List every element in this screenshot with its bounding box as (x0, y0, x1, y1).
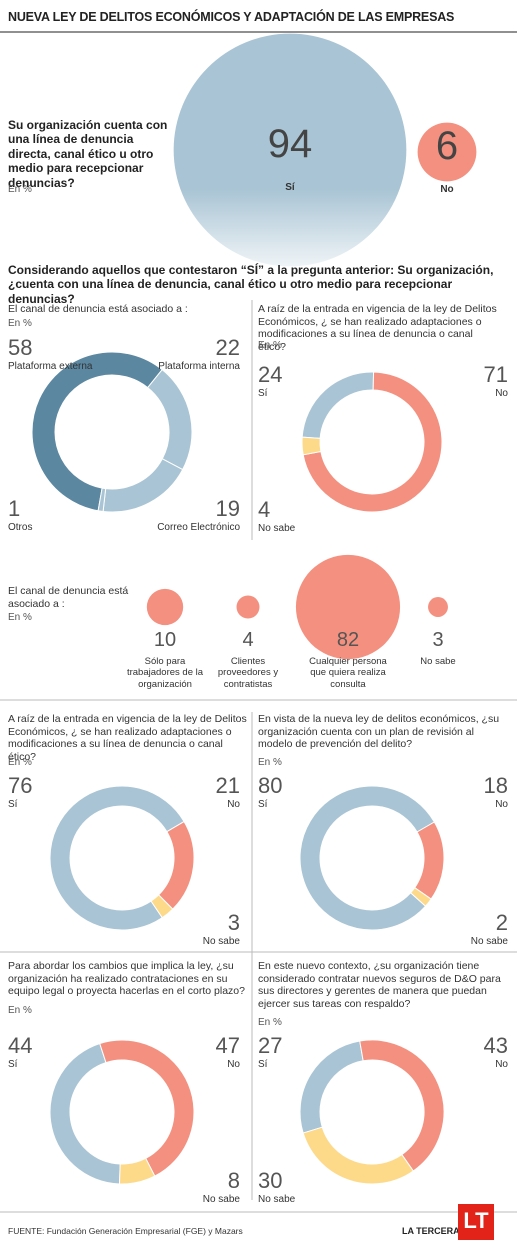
value-label: 71 (483, 362, 508, 387)
category-label: No (495, 799, 508, 810)
value-label: 10 (153, 629, 177, 651)
value-label: 6 (435, 124, 459, 168)
category-label: Sí (258, 799, 268, 810)
value-label: 19 (215, 496, 240, 521)
donut-segment (97, 487, 107, 513)
category-label: Sí (285, 182, 295, 193)
section-title: Considerando aquellos que contestaron “S… (8, 263, 494, 306)
donut-segment (302, 1126, 414, 1185)
donut-segment (301, 436, 322, 456)
category-label: Sí (258, 388, 268, 399)
category-label: Sí (8, 1059, 18, 1070)
unit-label: En % (8, 318, 32, 329)
category-label: No (495, 1059, 508, 1070)
category-label: No (227, 1059, 240, 1070)
unit-label: En % (8, 612, 32, 623)
category-label: Sí (258, 1059, 268, 1070)
value-label: 22 (215, 335, 240, 360)
value-label: 80 (258, 773, 283, 798)
value-label: 1 (8, 496, 21, 521)
question: A raíz de la entrada en vigencia de la l… (258, 303, 497, 353)
donut-segment (157, 820, 195, 910)
unit-label: En % (258, 1017, 282, 1028)
question: En vista de la nueva ley de delitos econ… (258, 713, 500, 751)
donut-segment (302, 371, 443, 513)
category-label: Correo Electrónico (157, 522, 240, 533)
value-label: 82 (336, 629, 360, 651)
value-label: 27 (258, 1033, 283, 1058)
category-label: No sabe (202, 936, 240, 947)
question: A raíz de la entrada en vigencia de la l… (8, 713, 247, 763)
unit-label: En % (8, 1005, 32, 1016)
donut-segment (118, 1157, 156, 1185)
category-label: Sí (8, 799, 18, 810)
bubble (173, 33, 407, 267)
title: NUEVA LEY DE DELITOS ECONÓMICOS Y ADAPTA… (8, 10, 455, 24)
value-label: 2 (495, 910, 508, 935)
value-label: 47 (215, 1033, 240, 1058)
donut-segment (409, 886, 432, 907)
category-label: Cualquier persona que quiera realiza con… (309, 656, 387, 690)
category-label: No sabe (258, 1194, 296, 1205)
value-label: 4 (242, 629, 254, 651)
question: Su organización cuenta con una línea de … (8, 118, 168, 190)
unit-label: En % (258, 340, 282, 351)
bubble (417, 122, 477, 182)
bubble (146, 588, 184, 626)
question: En este nuevo contexto, ¿su organización… (258, 960, 501, 1010)
unit-label: En % (8, 757, 32, 768)
donut-segment (31, 351, 163, 512)
value-label: 44 (8, 1033, 33, 1058)
question: Para abordar los cambios que implica la … (8, 960, 245, 998)
category-label: Otros (8, 522, 33, 533)
category-label: Plataforma interna (158, 361, 240, 372)
value-label: 21 (215, 773, 240, 798)
bubble-group (173, 33, 477, 267)
bubble (428, 597, 448, 617)
donut-segment (299, 785, 436, 931)
value-label: 43 (483, 1033, 508, 1058)
value-label: 3 (227, 910, 240, 935)
bubble (236, 595, 260, 619)
value-label: 4 (258, 497, 271, 522)
source: FUENTE: Fundación Generación Empresarial… (8, 1226, 243, 1236)
question: El canal de denuncia está asociado a : (8, 303, 188, 315)
value-label: 18 (483, 773, 508, 798)
category-label: Plataforma externa (8, 361, 93, 372)
category-label: No (227, 799, 240, 810)
unit-label: En % (258, 757, 282, 768)
category-label: Clientes proveedores y contratistas (217, 656, 279, 690)
unit-label: En % (8, 184, 32, 195)
donut-segment (99, 1039, 195, 1177)
donut-segment (49, 785, 185, 931)
value-label: 3 (432, 629, 444, 651)
value-label: 30 (258, 1168, 283, 1193)
category-label: No (440, 184, 454, 195)
value-label: 94 (267, 122, 313, 166)
value-label: 8 (227, 1168, 240, 1193)
category-label: No sabe (470, 936, 508, 947)
category-label: No sabe (258, 523, 296, 534)
value-label: 24 (258, 362, 283, 387)
logo: LT (458, 1204, 494, 1240)
category-label: Sólo para trabajadores de la organizació… (126, 656, 204, 690)
donut-segment (414, 821, 445, 900)
donut-segment (147, 368, 193, 471)
category-label: No (495, 388, 508, 399)
value-label: 76 (8, 773, 33, 798)
donut-segment (102, 458, 184, 513)
brand: LA TERCERA (402, 1226, 460, 1236)
value-label: 58 (8, 335, 33, 360)
category-label: No sabe (420, 656, 456, 667)
category-label: No sabe (202, 1194, 240, 1205)
question: El canal de denuncia está asociado a : (8, 585, 129, 610)
bubble (295, 554, 401, 660)
donut-segment (150, 894, 174, 919)
